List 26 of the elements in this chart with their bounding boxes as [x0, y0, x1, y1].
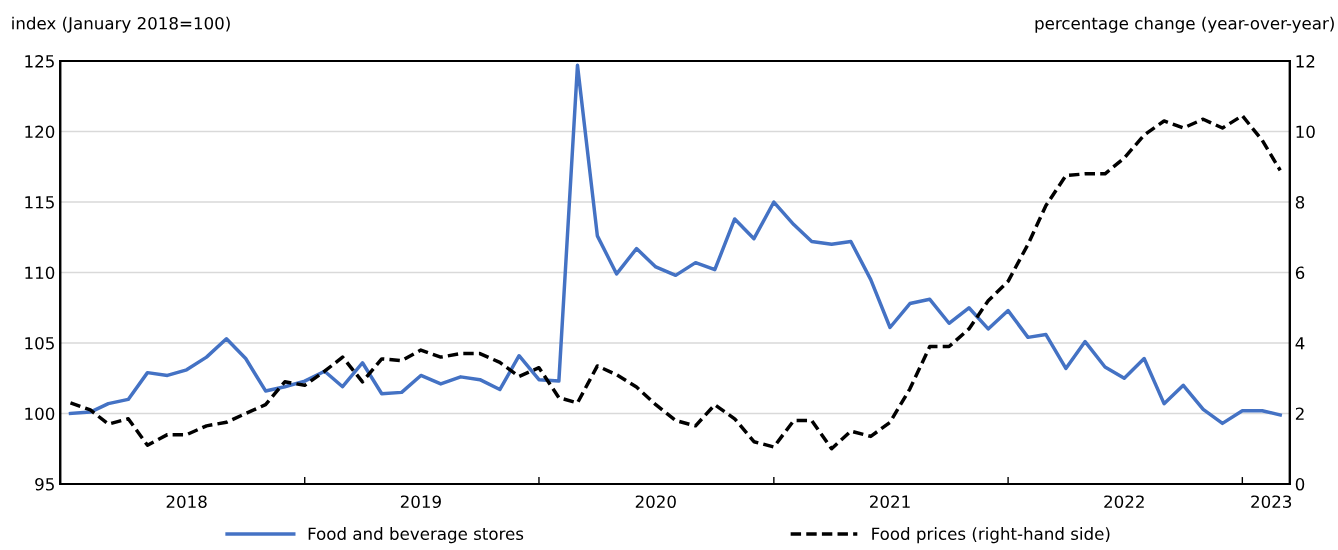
x-tick-label: 2023 — [1251, 495, 1292, 509]
y-tick-label: 115 — [25, 196, 54, 209]
y-tick-label: 120 — [25, 125, 55, 139]
legend-label: Food and beverage stores — [308, 527, 524, 544]
y2-tick-label: 10 — [1296, 125, 1315, 139]
x-tick-label: 2020 — [635, 495, 676, 509]
y2-tick-label: 0 — [1295, 477, 1305, 491]
y-tick-label: 100 — [25, 407, 55, 421]
y-tick-label: 95 — [35, 477, 54, 491]
x-tick-label: 2022 — [1104, 495, 1144, 509]
y-tick-label: 105 — [25, 336, 54, 350]
y2-tick-label: 2 — [1295, 407, 1304, 420]
y-axis-title: index (January 2018=100) — [12, 16, 230, 33]
y2-tick-label: 4 — [1295, 337, 1305, 350]
y-tick-label: 110 — [25, 266, 55, 280]
y2-tick-label: 12 — [1296, 55, 1315, 68]
y2-tick-label: 8 — [1295, 196, 1305, 209]
x-tick-label: 2019 — [400, 495, 441, 509]
line-series — [68, 113, 1282, 451]
legend-label: Food prices (right-hand side) — [872, 527, 1110, 544]
y2-axis-title: percentage change (year-over-year) — [1035, 16, 1334, 33]
line-series — [68, 63, 1282, 426]
x-tick-label: 2018 — [166, 495, 207, 509]
y-tick-label: 125 — [25, 55, 54, 68]
x-tick-label: 2021 — [870, 495, 910, 509]
y2-tick-label: 6 — [1295, 266, 1305, 280]
